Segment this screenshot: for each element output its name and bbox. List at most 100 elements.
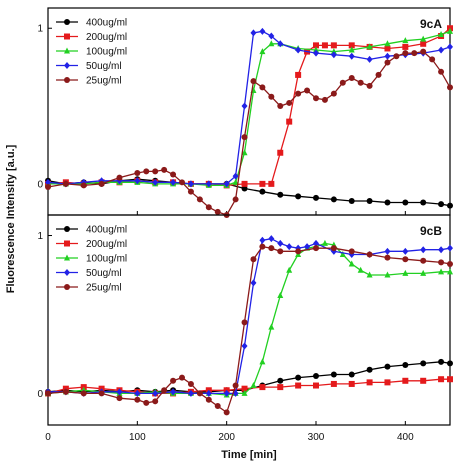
data-point (420, 48, 427, 55)
data-point (313, 373, 319, 380)
legend-label: 200ug/ml (86, 32, 127, 43)
data-point (116, 395, 123, 402)
series-200ug-ml (45, 376, 453, 397)
data-point (366, 55, 373, 63)
data-point (223, 409, 230, 416)
data-point (366, 43, 373, 50)
data-point (241, 149, 248, 156)
data-point (152, 168, 159, 175)
data-point (366, 366, 373, 373)
data-point (98, 180, 105, 187)
data-point (143, 399, 150, 406)
legend-marker (64, 226, 70, 232)
data-point (277, 292, 284, 299)
panel-label: 9cB (420, 224, 442, 238)
x-axis-title: Time [min] (221, 449, 277, 461)
data-point (232, 178, 239, 185)
data-point (134, 169, 141, 176)
data-point (161, 387, 168, 394)
legend-marker (64, 47, 70, 54)
data-point (250, 256, 257, 263)
data-point (330, 380, 337, 387)
data-point (330, 196, 337, 203)
data-point (205, 396, 212, 403)
data-point (62, 180, 69, 187)
data-point (232, 196, 239, 203)
series-25ug-ml (45, 243, 453, 416)
data-point (98, 390, 105, 397)
legend-marker (64, 284, 70, 290)
data-point (232, 382, 239, 389)
data-point (268, 180, 275, 187)
data-point (143, 168, 150, 175)
data-point (196, 196, 203, 203)
data-point (205, 204, 212, 211)
data-point (223, 180, 230, 188)
data-point (134, 177, 141, 185)
data-point (438, 259, 445, 266)
data-point (330, 371, 337, 378)
plot-frame (47, 214, 451, 426)
data-point (80, 390, 87, 397)
data-point (384, 379, 391, 386)
data-point (116, 174, 123, 181)
data-point (205, 180, 212, 188)
legend-marker (64, 240, 70, 247)
legend-marker (64, 33, 70, 40)
data-point (402, 377, 409, 384)
data-point (348, 75, 355, 82)
data-point (62, 388, 69, 395)
series-25ug-ml (45, 48, 453, 218)
data-point (241, 185, 248, 192)
data-point (170, 388, 177, 396)
data-point (250, 29, 257, 37)
series-50ug-ml (45, 235, 453, 397)
data-point (277, 40, 284, 48)
data-point (152, 398, 159, 405)
legend-label: 400ug/ml (86, 225, 127, 236)
data-point (268, 32, 275, 40)
legend-label: 200ug/ml (86, 239, 127, 250)
legend-label: 100ug/ml (86, 47, 127, 58)
data-point (196, 390, 203, 397)
panel-9cB: 0 1 400ug/ml 200ug/ml 100ug/ml 50ug/ml 25ug/ml… (37, 214, 453, 426)
legend: 400ug/ml 200ug/ml 100ug/ml 50ug/ml 25ug/ml (56, 225, 127, 294)
data-point (330, 42, 337, 49)
data-point (402, 256, 409, 263)
data-point (402, 247, 409, 255)
data-point (438, 46, 445, 54)
data-point (447, 84, 453, 91)
data-point (286, 118, 293, 125)
data-point (330, 51, 337, 59)
x-tick-label: 0 (45, 432, 51, 443)
data-point (366, 197, 373, 204)
data-point (420, 35, 427, 42)
data-point (241, 385, 248, 392)
legend-marker (64, 62, 70, 69)
data-point (402, 269, 409, 276)
data-point (313, 194, 319, 201)
data-point (366, 271, 373, 278)
data-point (429, 56, 436, 63)
panel-label: 9cA (420, 17, 442, 31)
x-tick-label: 400 (397, 432, 414, 443)
data-point (313, 239, 319, 247)
legend-marker (64, 77, 70, 83)
data-point (330, 90, 337, 97)
data-point (268, 245, 275, 252)
data-point (447, 268, 453, 275)
data-point (259, 84, 266, 91)
data-point (277, 377, 284, 384)
data-point (152, 178, 159, 186)
data-point (259, 236, 266, 244)
data-point (214, 208, 221, 215)
data-point (170, 377, 177, 384)
data-point (348, 260, 355, 267)
data-point (232, 172, 239, 180)
data-point (420, 246, 427, 254)
data-point (384, 45, 391, 52)
data-point (366, 251, 373, 258)
data-point (420, 199, 427, 206)
data-point (241, 389, 248, 396)
